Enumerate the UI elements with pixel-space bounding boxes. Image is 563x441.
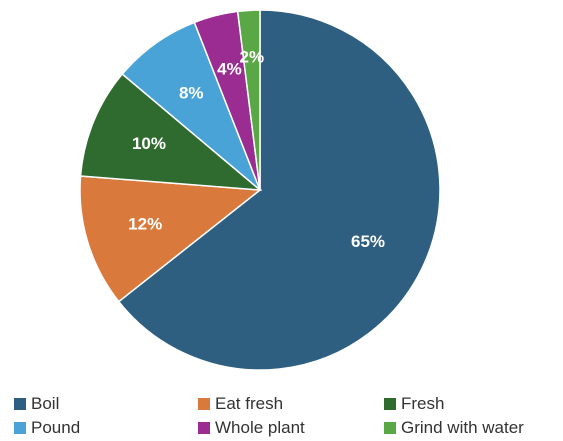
data-label-grind-with-water: 2% bbox=[240, 48, 265, 67]
pie-chart: 65% 12% 10% 8% 4%2% bbox=[79, 9, 441, 371]
data-label-fresh: 10% bbox=[132, 134, 166, 153]
legend-label-eat-fresh: Eat fresh bbox=[215, 394, 284, 413]
pie-slice-eat-fresh bbox=[79, 175, 262, 303]
legend-swatch-eat-fresh bbox=[198, 398, 210, 410]
pie-slice-boil bbox=[117, 9, 441, 371]
pie-slice-grind-with-water bbox=[236, 9, 261, 191]
pie-slice-pound bbox=[121, 21, 261, 191]
pie-slice-fresh bbox=[79, 73, 263, 191]
legend-swatch-pound bbox=[14, 422, 26, 434]
legend-item-whole-plant: Whole plant bbox=[198, 418, 384, 438]
legend-swatch-grind-with-water bbox=[384, 422, 396, 434]
legend-item-boil: Boil bbox=[14, 394, 198, 414]
legend-swatch-whole-plant bbox=[198, 422, 210, 434]
legend-item-fresh: Fresh bbox=[384, 394, 559, 414]
legend-label-fresh: Fresh bbox=[401, 394, 445, 413]
legend-label-boil: Boil bbox=[31, 394, 60, 413]
legend-item-pound: Pound bbox=[14, 418, 198, 438]
legend: Boil Eat fresh Fresh Pound Whole plant G… bbox=[14, 394, 559, 438]
data-label-eat-fresh: 12% bbox=[128, 214, 162, 233]
data-label-pound: 8% bbox=[179, 84, 204, 103]
legend-item-eat-fresh: Eat fresh bbox=[198, 394, 384, 414]
data-label-whole-plant: 4% bbox=[217, 59, 242, 78]
legend-label-whole-plant: Whole plant bbox=[215, 418, 305, 437]
legend-item-grind-with-water: Grind with water bbox=[384, 418, 559, 438]
legend-swatch-boil bbox=[14, 398, 26, 410]
legend-swatch-fresh bbox=[384, 398, 396, 410]
data-label-boil: 65% bbox=[351, 232, 385, 251]
legend-label-grind-with-water: Grind with water bbox=[401, 418, 524, 437]
legend-label-pound: Pound bbox=[31, 418, 81, 437]
